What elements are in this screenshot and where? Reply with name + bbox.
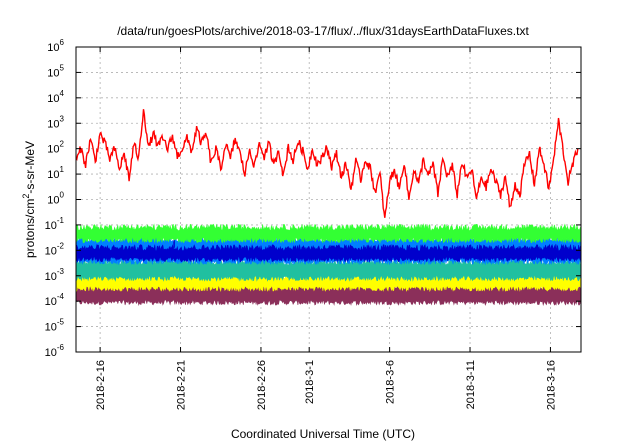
y-tick-label-base: 10 bbox=[45, 322, 57, 334]
y-axis-label-sup: 2 bbox=[21, 194, 31, 199]
y-tick-label-base: 10 bbox=[45, 245, 57, 257]
x-tick-label: 2018-2-26 bbox=[256, 360, 268, 410]
y-tick-label: 103 bbox=[47, 114, 64, 130]
y-tick-label-base: 10 bbox=[47, 169, 59, 181]
y-tick-label-base: 10 bbox=[47, 144, 59, 156]
y-tick-label-exp: -1 bbox=[57, 216, 65, 225]
y-tick-label-exp: 0 bbox=[60, 191, 65, 200]
y-tick-label-base: 10 bbox=[47, 118, 59, 130]
x-axis-label: Coordinated Universal Time (UTC) bbox=[231, 427, 415, 441]
y-tick-label-exp: 2 bbox=[60, 140, 65, 149]
y-tick-label: 10-6 bbox=[45, 343, 65, 359]
y-tick-label: 10-1 bbox=[45, 216, 65, 232]
chart-title: /data/run/goesPlots/archive/2018-03-17/f… bbox=[117, 24, 529, 38]
grid bbox=[76, 46, 581, 353]
y-tick-label: 10-4 bbox=[45, 292, 65, 308]
y-tick-label: 106 bbox=[47, 38, 64, 54]
x-tick-label: 2018-2-16 bbox=[95, 360, 107, 410]
y-tick-label-exp: -6 bbox=[57, 343, 65, 352]
y-tick-label: 10-2 bbox=[45, 241, 65, 257]
y-tick-label-exp: -5 bbox=[57, 318, 65, 327]
series-line-6 bbox=[75, 109, 579, 218]
y-tick-label-exp: -2 bbox=[57, 241, 65, 250]
y-tick-label-exp: 3 bbox=[60, 114, 65, 123]
y-tick-label-base: 10 bbox=[45, 296, 57, 308]
x-tick-label: 2018-3-1 bbox=[304, 360, 316, 404]
y-tick-label-exp: 1 bbox=[60, 165, 65, 174]
series-layer bbox=[75, 109, 582, 307]
y-tick-label: 10-3 bbox=[45, 267, 65, 283]
x-tick-label: 2018-3-6 bbox=[385, 360, 397, 404]
y-tick-label: 100 bbox=[47, 191, 64, 207]
y-tick-label-base: 10 bbox=[45, 220, 57, 232]
y-axis-label-base: protons/cm bbox=[23, 199, 37, 258]
y-tick-label-base: 10 bbox=[47, 93, 59, 105]
y-tick-label: 10-5 bbox=[45, 318, 65, 334]
y-tick-label-exp: 6 bbox=[60, 38, 65, 47]
y-tick-label: 101 bbox=[47, 165, 64, 181]
x-tick-label: 2018-2-21 bbox=[176, 360, 188, 410]
x-tick-label: 2018-3-16 bbox=[545, 360, 557, 410]
y-tick-label: 102 bbox=[47, 140, 64, 156]
y-tick-label: 104 bbox=[47, 89, 64, 105]
y-tick-label-base: 10 bbox=[47, 195, 59, 207]
y-tick-label-exp: 5 bbox=[60, 63, 65, 72]
y-tick-label-exp: -3 bbox=[57, 267, 65, 276]
y-tick-label-base: 10 bbox=[45, 271, 57, 283]
y-axis-label-rest: -s-sr-MeV bbox=[23, 141, 37, 194]
y-tick-label-base: 10 bbox=[47, 67, 59, 79]
y-axis-label: protons/cm2-s-sr-MeV bbox=[21, 141, 37, 258]
x-axis: 2018-2-16 2018-2-21 2018-2-26 2018-3-1 2018-… bbox=[95, 47, 557, 410]
y-axis: 10-610-510-410-310-210-11001011021031041… bbox=[45, 38, 581, 359]
y-tick-label-base: 10 bbox=[47, 42, 59, 54]
y-tick-label-exp: -4 bbox=[57, 292, 65, 301]
y-tick-label-exp: 4 bbox=[60, 89, 65, 98]
y-tick-label-base: 10 bbox=[45, 347, 57, 359]
x-tick-label: 2018-3-11 bbox=[465, 360, 477, 409]
y-tick-label: 105 bbox=[47, 63, 64, 79]
